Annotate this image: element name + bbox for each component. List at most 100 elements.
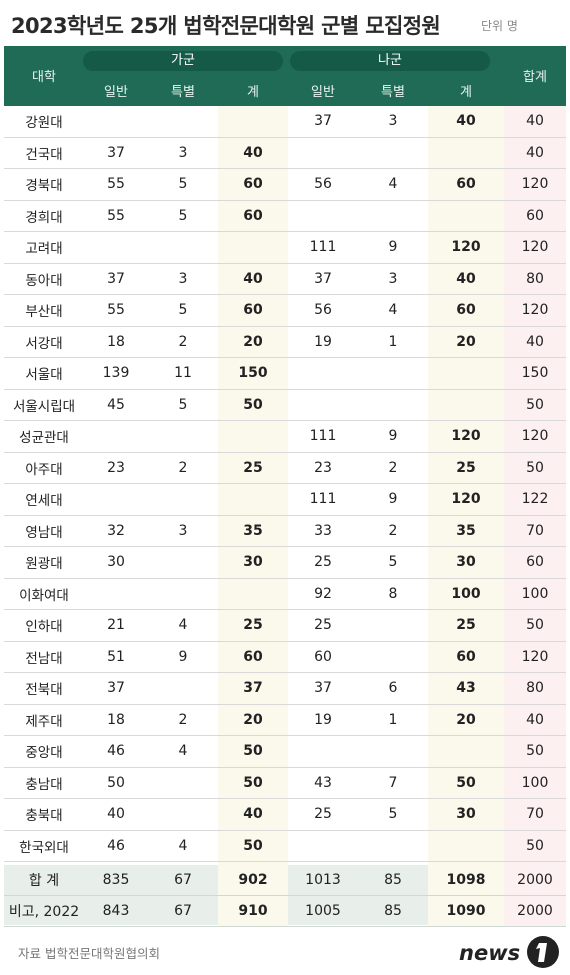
na-general: 92 — [288, 578, 358, 610]
row-total: 50 — [504, 735, 566, 768]
na-special: 4 — [358, 168, 428, 201]
ga-special: 4 — [148, 830, 218, 862]
ga-subtotal: 25 — [218, 609, 288, 642]
na-special: 4 — [358, 294, 428, 327]
na-general: 43 — [288, 767, 358, 799]
na-special: 1 — [358, 326, 428, 358]
row-total: 40 — [504, 326, 566, 358]
school-name: 서울시립대 — [4, 389, 84, 421]
na-subtotal: 120 — [428, 483, 504, 516]
ga-general: 23 — [84, 452, 148, 484]
na-special: 2 — [358, 452, 428, 484]
na-special: 9 — [358, 420, 428, 453]
header-school: 대학 — [32, 70, 56, 85]
table-row: 경북대 55 5 60 56 4 60 120 — [4, 168, 566, 201]
na-general: 56 — [288, 168, 358, 201]
row-total: 80 — [504, 263, 566, 295]
ga-general — [84, 420, 148, 453]
ga-general — [84, 578, 148, 610]
na-subtotal: 30 — [428, 798, 504, 831]
na-special — [358, 830, 428, 862]
school-name: 경북대 — [4, 168, 84, 201]
ga-special: 4 — [148, 735, 218, 768]
na-general: 1013 — [288, 865, 358, 896]
ga-special — [148, 231, 218, 264]
ga-general: 46 — [84, 830, 148, 862]
school-name: 아주대 — [4, 452, 84, 484]
school-name: 경희대 — [4, 200, 84, 232]
na-general: 37 — [288, 106, 358, 138]
table-row: 고려대 111 9 120 120 — [4, 231, 566, 264]
table-row: 동아대 37 3 40 37 3 40 80 — [4, 263, 566, 295]
na-subtotal: 100 — [428, 578, 504, 610]
na-special — [358, 200, 428, 232]
na-special — [358, 137, 428, 169]
ga-special — [148, 578, 218, 610]
ga-special: 2 — [148, 704, 218, 736]
school-name: 동아대 — [4, 263, 84, 295]
na-subtotal — [428, 830, 504, 862]
ga-special — [148, 546, 218, 579]
na-general: 25 — [288, 609, 358, 642]
table-row: 전북대 37 37 37 6 43 80 — [4, 672, 566, 705]
totals-row: 합 계 835 67 902 1013 85 1098 2000 — [4, 865, 566, 896]
row-total: 120 — [504, 294, 566, 327]
na-subtotal: 40 — [428, 263, 504, 295]
table-row: 부산대 55 5 60 56 4 60 120 — [4, 294, 566, 327]
ga-general: 37 — [84, 263, 148, 295]
na-special — [358, 641, 428, 673]
ga-subtotal — [218, 420, 288, 453]
na-special: 3 — [358, 263, 428, 295]
na-subtotal: 20 — [428, 326, 504, 358]
ga-special: 2 — [148, 326, 218, 358]
ga-special — [148, 420, 218, 453]
na-special: 9 — [358, 231, 428, 264]
school-name: 서강대 — [4, 326, 84, 358]
na-special: 8 — [358, 578, 428, 610]
row-total: 120 — [504, 641, 566, 673]
ga-special: 2 — [148, 452, 218, 484]
school-name: 원광대 — [4, 546, 84, 579]
ga-special — [148, 767, 218, 799]
na-subtotal — [428, 137, 504, 169]
school-name: 제주대 — [4, 704, 84, 736]
table-row: 제주대 18 2 20 19 1 20 40 — [4, 704, 566, 736]
ga-subtotal: 40 — [218, 137, 288, 169]
header-group-na: 나군 — [290, 51, 490, 71]
ga-general: 30 — [84, 546, 148, 579]
ga-subtotal: 50 — [218, 735, 288, 768]
table-row: 연세대 111 9 120 122 — [4, 483, 566, 516]
footer: 자료 법학전문대학원협의회 news — [0, 930, 570, 975]
ga-subtotal — [218, 231, 288, 264]
row-total: 60 — [504, 200, 566, 232]
ga-general: 21 — [84, 609, 148, 642]
ga-general: 18 — [84, 704, 148, 736]
table-row: 인하대 21 4 25 25 25 50 — [4, 609, 566, 642]
table-row: 한국외대 46 4 50 50 — [4, 830, 566, 862]
na-subtotal: 43 — [428, 672, 504, 705]
ga-subtotal: 60 — [218, 294, 288, 327]
header-total: 합계 — [523, 70, 547, 85]
ga-special: 5 — [148, 294, 218, 327]
school-name: 비고, 2022 — [4, 895, 84, 927]
na-subtotal: 120 — [428, 420, 504, 453]
na-special: 3 — [358, 106, 428, 138]
ga-general: 843 — [84, 895, 148, 927]
table-row: 영남대 32 3 35 33 2 35 70 — [4, 515, 566, 547]
row-total: 80 — [504, 672, 566, 705]
na-general: 111 — [288, 231, 358, 264]
ga-special: 3 — [148, 137, 218, 169]
na-general — [288, 200, 358, 232]
na-general: 25 — [288, 798, 358, 831]
ga-general: 835 — [84, 865, 148, 896]
na-general — [288, 137, 358, 169]
row-total: 40 — [504, 137, 566, 169]
quota-table: 강원대 37 3 40 40 건국대 37 3 40 40 경북대 55 5 60 56 4 60 120 경희대 5… — [4, 106, 566, 894]
na-special: 6 — [358, 672, 428, 705]
ga-subtotal: 50 — [218, 389, 288, 421]
na-subtotal: 20 — [428, 704, 504, 736]
school-name: 인하대 — [4, 609, 84, 642]
page-title: 2023학년도 25개 법학전문대학원 군별 모집정원 — [11, 14, 441, 38]
na-general: 111 — [288, 420, 358, 453]
ga-special: 3 — [148, 515, 218, 547]
